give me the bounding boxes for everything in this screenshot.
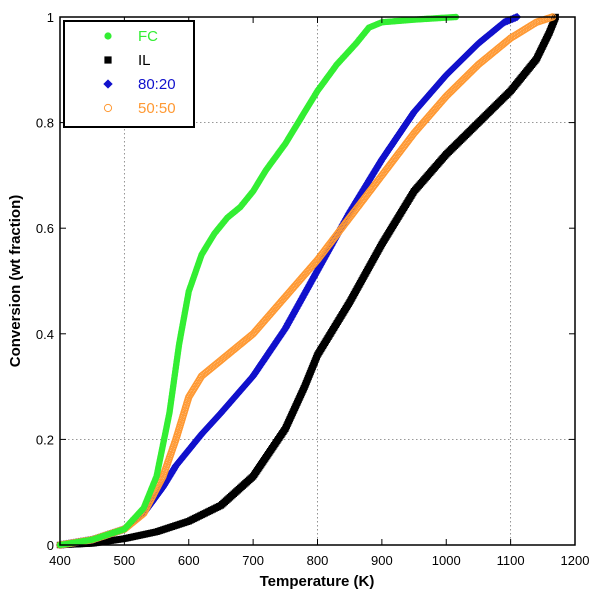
legend-label-fc: FC (138, 28, 158, 45)
x-axis-title: Temperature (K) (260, 573, 375, 590)
legend-label-il: IL (138, 52, 151, 69)
legend: FC IL 80:20 50:50 (63, 20, 195, 128)
legend-box (63, 20, 195, 128)
legend-marker-50-50 (103, 103, 113, 113)
x-tick-label: 1100 (497, 553, 525, 568)
legend-label-80-20: 80:20 (138, 76, 176, 93)
legend-marker-80-20 (103, 79, 113, 89)
x-tick-label: 1000 (432, 553, 461, 568)
y-tick-label: 0.2 (36, 432, 54, 447)
y-tick-label: 0 (47, 538, 54, 553)
series-fc (56, 13, 460, 549)
y-axis-title: Conversion (wt fraction) (7, 195, 24, 368)
axis-ticks: 400 500 600 700 800 900 1000 1100 1200 0 0.2 0.4 0.6… (36, 10, 590, 568)
data-series (55, 12, 559, 550)
y-tick-label: 1 (47, 10, 54, 25)
series-il (56, 13, 559, 549)
legend-label-50-50: 50:50 (138, 100, 176, 117)
x-tick-label: 600 (178, 553, 200, 568)
y-tick-label: 0.8 (36, 116, 54, 131)
x-tick-label: 1200 (561, 553, 590, 568)
legend-marker-il (104, 56, 112, 64)
x-tick-label: 400 (49, 553, 71, 568)
x-tick-label: 900 (371, 553, 393, 568)
x-tick-label: 800 (307, 553, 329, 568)
legend-marker-fc (104, 32, 112, 40)
grid-lines (60, 17, 575, 545)
y-tick-label: 0.6 (36, 221, 54, 236)
x-tick-label: 500 (114, 553, 136, 568)
y-tick-label: 0.4 (36, 327, 54, 342)
x-tick-label: 700 (242, 553, 264, 568)
